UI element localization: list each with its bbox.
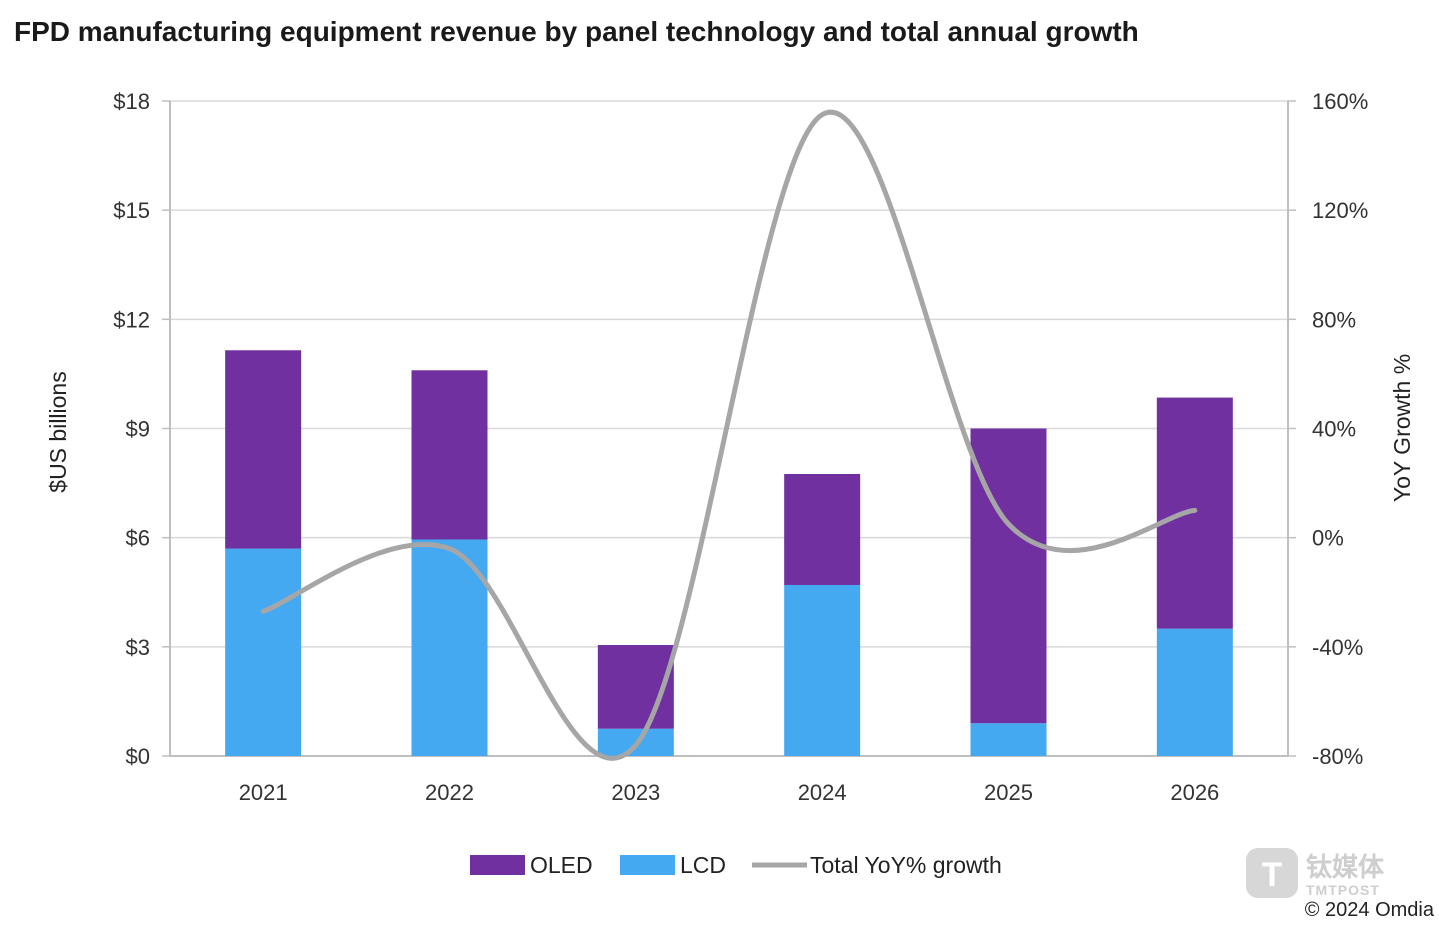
y2-tick-label: -80% [1312,744,1363,769]
x-tick-label: 2022 [425,780,474,805]
y-tick-label: $9 [126,417,150,442]
chart-title: FPD manufacturing equipment revenue by p… [14,16,1139,47]
y-tick-label: $18 [113,89,150,114]
bar-lcd [784,584,861,756]
legend: OLED LCD Total YoY% growth [470,852,1002,878]
y2-tick-label: 40% [1312,417,1356,442]
growth-line [260,109,1198,761]
bar-oled [411,370,488,540]
watermark-logo [1246,848,1298,898]
bar-lcd [225,548,302,756]
legend-label-growth: Total YoY% growth [810,852,1002,878]
legend-label-lcd: LCD [680,852,726,878]
x-tick-label: 2023 [611,780,660,805]
copyright-credit: © 2024 Omdia [1305,899,1435,921]
y-axis-title: $US billions [45,371,71,492]
y2-tick-label: -40% [1312,635,1363,660]
legend-swatch-lcd [620,855,675,875]
bar-oled [1156,397,1233,629]
watermark-logo-letter: T [1262,856,1283,894]
bar-oled [225,350,302,549]
y-tick-label: $0 [126,744,150,769]
watermark-text: 钛媒体 [1306,852,1385,882]
x-tick-label: 2024 [798,780,847,805]
grid-lines [170,100,1288,757]
y2-axis-title: YoY Growth % [1389,354,1415,502]
x-tick-label: 2025 [984,780,1033,805]
y2-tick-label: 120% [1312,198,1368,223]
watermark: T 钛媒体 TMTPOST [1246,848,1385,898]
x-tick-label: 2026 [1170,780,1219,805]
watermark-subtext: TMTPOST [1306,882,1380,898]
y-tick-label: $12 [113,307,150,332]
y2-tick-label: 160% [1312,89,1368,114]
growth-line-path [260,109,1198,761]
bar-lcd [411,539,488,756]
legend-swatch-oled [470,855,525,875]
bar-oled [784,473,861,585]
bar-lcd [970,723,1047,756]
x-tick-label: 2021 [239,780,288,805]
bars [225,350,1233,756]
y-tick-label: $3 [126,635,150,660]
bar-lcd [1156,628,1233,756]
legend-label-oled: OLED [530,852,593,878]
y-tick-label: $6 [126,526,150,551]
axes: $0 -80% $3 -40% $6 0% $9 40% $12 80% $15 120% $18 160… [113,89,1368,805]
y2-tick-label: 0% [1312,526,1344,551]
y-tick-label: $15 [113,198,150,223]
y2-tick-label: 80% [1312,307,1356,332]
